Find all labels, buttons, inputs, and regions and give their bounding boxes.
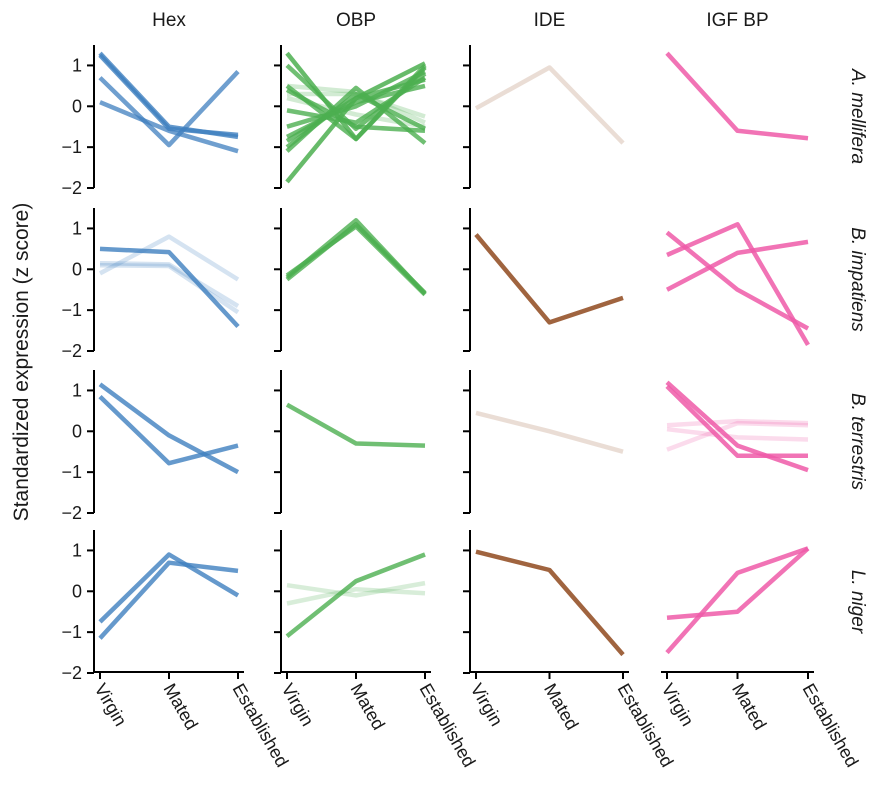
series-line-r3-c2-0 — [475, 549, 625, 657]
series-line-r1-c0-3 — [99, 260, 240, 309]
series-line-r2-c3-2 — [666, 418, 809, 428]
series-line-r2-c3-0 — [665, 380, 809, 473]
y-tick-label: −2 — [61, 503, 82, 523]
series-line-r1-c3-2 — [665, 239, 809, 292]
x-tick-label: Virgin — [278, 680, 318, 730]
series-line-r1-c0-1 — [98, 234, 240, 282]
series-line-r3-c1-0 — [285, 552, 426, 638]
row-title-1: B. impatiens — [847, 227, 868, 332]
y-tick-label: 0 — [72, 96, 82, 116]
series-line-r3-c1-1 — [286, 580, 426, 598]
y-axis-title: Standardized expression (z score) — [10, 203, 33, 522]
y-tick-label: −1 — [61, 462, 82, 482]
row-title-3: L. niger — [847, 570, 868, 634]
y-tick-label: 1 — [72, 380, 82, 400]
y-tick-label: −1 — [61, 300, 82, 320]
series-line-r2-c3-4 — [666, 426, 809, 442]
x-tick-label: Mated — [160, 680, 202, 733]
series-line-r1-c3-0 — [665, 230, 810, 331]
y-tick-label: −2 — [61, 178, 82, 198]
y-tick-label: −1 — [61, 137, 82, 157]
y-tick-label: −2 — [61, 341, 82, 361]
series-line-r3-c3-0 — [666, 546, 810, 621]
series-line-r0-c1-11 — [286, 83, 426, 125]
series-line-r2-c0-1 — [98, 394, 239, 466]
row-title-0: A. mellifera — [847, 68, 868, 164]
series-line-r0-c1-9 — [285, 61, 427, 184]
series-line-r1-c3-1 — [666, 222, 810, 347]
series-line-r3-c0-0 — [98, 552, 240, 624]
column-title-1: OBP — [336, 10, 376, 31]
x-tick-label: Virgin — [91, 680, 131, 730]
series-line-r2-c2-0 — [475, 410, 624, 454]
column-title-2: IDE — [534, 10, 566, 31]
series-line-r2-c1-0 — [285, 402, 426, 448]
y-tick-label: 1 — [72, 218, 82, 238]
x-tick-label: Mated — [728, 680, 770, 733]
series-line-r1-c0-0 — [99, 246, 240, 329]
series-line-r0-c1-10 — [285, 87, 426, 134]
y-tick-label: 1 — [72, 540, 82, 560]
y-tick-label: −2 — [61, 663, 82, 683]
x-tick-label: Virgin — [658, 680, 698, 730]
series-line-r3-c0-1 — [98, 560, 239, 640]
series-line-r1-c1-0 — [285, 218, 427, 296]
x-tick-label: Mated — [347, 680, 389, 733]
y-tick-label: 0 — [72, 259, 82, 279]
y-tick-label: −1 — [61, 622, 82, 642]
row-title-2: B. terrestris — [847, 393, 868, 491]
y-tick-label: 0 — [72, 581, 82, 601]
series-line-r0-c0-3 — [99, 100, 239, 154]
series-line-r1-c2-0 — [474, 233, 624, 325]
series-line-r1-c0-2 — [99, 262, 240, 315]
x-tick-label: Virgin — [467, 680, 507, 730]
x-tick-label: Mated — [540, 680, 582, 733]
column-title-3: IGF BP — [706, 10, 768, 31]
series-line-r0-c0-2 — [98, 70, 240, 148]
series-line-r0-c1-4 — [286, 69, 427, 129]
x-tick-label: Established — [799, 680, 863, 771]
series-line-r2-c3-1 — [665, 384, 808, 459]
series-line-r3-c3-1 — [665, 546, 809, 655]
series-line-r1-c1-2 — [285, 222, 427, 295]
series-line-r2-c0-0 — [98, 382, 240, 475]
y-tick-label: 1 — [72, 55, 82, 75]
series-line-r0-c3-0 — [665, 51, 809, 141]
y-tick-label: 0 — [72, 421, 82, 441]
series-line-r0-c2-0 — [474, 65, 625, 145]
column-title-0: Hex — [152, 10, 186, 31]
series-line-r3-c1-2 — [286, 586, 426, 606]
series-line-r0-c1-8 — [285, 85, 427, 153]
series-line-r0-c1-13 — [286, 95, 426, 129]
series-line-r2-c3-3 — [666, 420, 809, 452]
series-line-r0-c1-12 — [287, 91, 426, 119]
